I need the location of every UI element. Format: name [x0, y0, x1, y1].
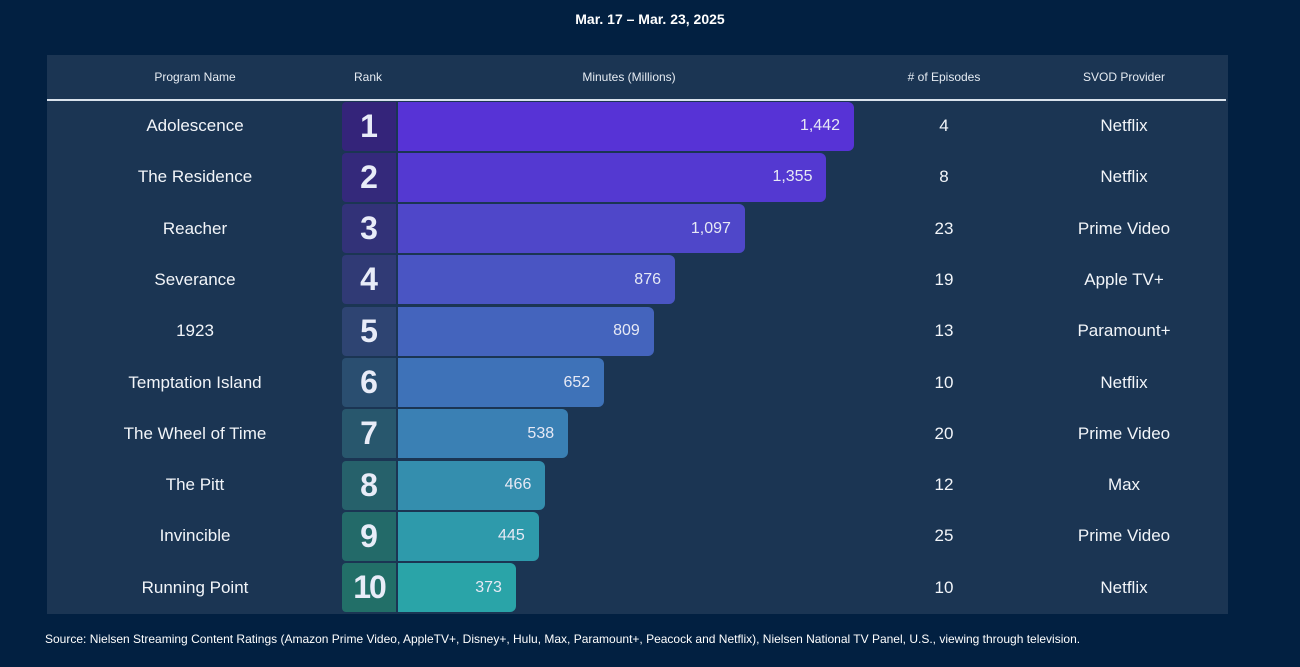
bar-minutes	[398, 101, 854, 151]
bar-value-label: 876	[634, 270, 661, 288]
bar-minutes	[398, 204, 745, 254]
episodes-count: 4	[939, 116, 949, 135]
program-name: Invincible	[159, 526, 231, 546]
bar-value-label: 652	[563, 373, 591, 391]
rank-badge: 9	[342, 511, 396, 561]
svod-provider: Netflix	[1100, 167, 1148, 187]
header-minutes: Minutes (Millions)	[582, 70, 676, 84]
episodes-count: 12	[934, 475, 954, 495]
program-name: Reacher	[162, 218, 228, 238]
program-name: Running Point	[141, 577, 249, 597]
rank-badge: 7	[342, 409, 396, 459]
svod-provider: Netflix	[1100, 577, 1148, 597]
header-rank: Rank	[353, 70, 383, 84]
bar-value-label: 466	[504, 476, 532, 494]
bar-minutes	[398, 563, 516, 613]
header-divider	[47, 99, 1226, 101]
episodes-count: 13	[934, 321, 954, 341]
bar-value-label: 1,442	[799, 117, 840, 134]
svod-provider: Netflix	[1100, 372, 1148, 392]
rank-badge: 3	[342, 204, 396, 254]
svod-provider: Prime Video	[1077, 423, 1171, 443]
table-header: Program Name Rank Minutes (Millions) # o…	[47, 55, 1228, 101]
bar-minutes	[398, 255, 675, 305]
program-name: The Residence	[137, 167, 253, 187]
bar-minutes	[398, 358, 605, 407]
rank-badge: 5	[342, 306, 396, 356]
program-name: Temptation Island	[128, 372, 262, 392]
header-episodes: # of Episodes	[907, 70, 981, 84]
program-name: Adolescence	[146, 116, 244, 135]
episodes-count: 25	[934, 526, 954, 546]
chart-title: Mar. 17 – Mar. 23, 2025	[575, 11, 725, 27]
bar-minutes	[398, 152, 827, 202]
episodes-count: 10	[934, 372, 954, 392]
bar-value-label: 373	[475, 578, 502, 596]
bar-value-label: 445	[498, 527, 525, 545]
svod-provider: Prime Video	[1077, 218, 1171, 238]
header-program-name: Program Name	[154, 70, 236, 84]
bar-minutes	[398, 306, 654, 356]
ranking-table: Program Name Rank Minutes (Millions) # o…	[47, 55, 1228, 614]
rank-badge: 8	[342, 460, 396, 510]
rank-badge: 6	[342, 358, 396, 407]
rank-badge: 1	[342, 101, 396, 151]
program-name: The Pitt	[165, 475, 225, 495]
program-name: The Wheel of Time	[123, 423, 267, 443]
bar-value-label: 538	[527, 424, 555, 442]
episodes-count: 20	[934, 423, 954, 443]
source-note: Source: Nielsen Streaming Content Rating…	[45, 632, 1081, 646]
episodes-count: 23	[934, 218, 954, 238]
svod-provider: Paramount+	[1077, 321, 1171, 341]
program-name: 1923	[176, 321, 214, 341]
episodes-count: 19	[934, 269, 954, 289]
bar-value-label: 1,355	[772, 168, 813, 186]
rank-badge: 10	[342, 563, 396, 613]
bar-value-label: 1,097	[690, 219, 731, 237]
program-name: Severance	[154, 269, 236, 289]
svod-provider: Apple TV+	[1084, 269, 1164, 289]
table-body: Adolescence 1 1,442 4 Netflix The Residence 2 1…	[47, 55, 1228, 614]
bar-minutes	[398, 409, 569, 459]
episodes-count: 8	[939, 167, 949, 187]
svod-provider: Prime Video	[1077, 526, 1171, 546]
rank-badge: 4	[342, 255, 396, 305]
bar-minutes	[398, 511, 539, 561]
rank-badge: 2	[342, 152, 396, 202]
episodes-count: 10	[934, 577, 954, 597]
bar-value-label: 809	[613, 322, 640, 340]
bar-minutes	[398, 460, 546, 510]
svod-provider: Netflix	[1100, 116, 1148, 135]
svod-provider: Max	[1107, 475, 1141, 495]
header-provider: SVOD Provider	[1082, 70, 1166, 84]
